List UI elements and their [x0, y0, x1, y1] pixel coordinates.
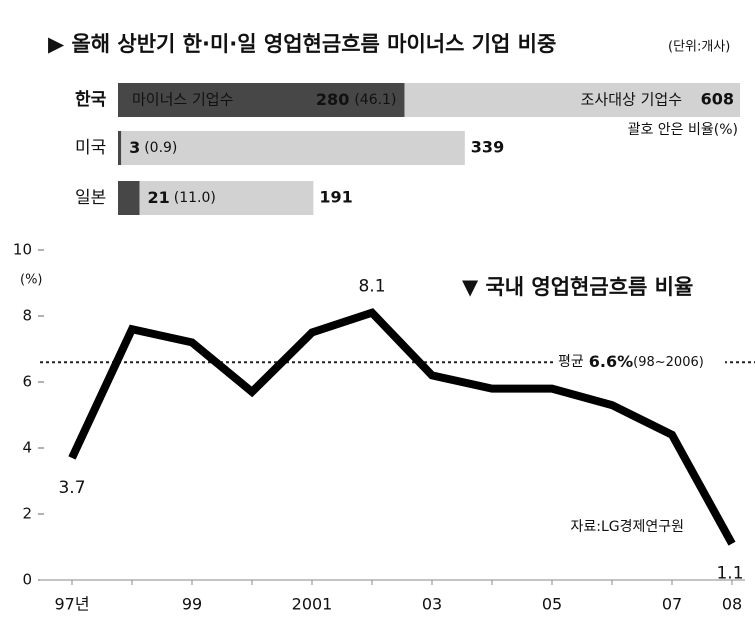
x-tick-label: 08 — [722, 595, 742, 614]
bar-minus — [118, 181, 140, 215]
bar-minus — [118, 83, 405, 117]
share: (46.1) — [354, 92, 396, 108]
value-label: 280 (46.1) — [316, 90, 397, 109]
average-value: 6.6% — [589, 352, 633, 371]
source: 자료:LG경제연구원 — [570, 519, 684, 535]
line — [68, 308, 736, 546]
legend-total: 조사대상 기업수 — [581, 91, 682, 109]
y-tick-label: 2 — [22, 505, 32, 523]
line-chart-title: ▼ 국내 영업현금흐름 비율 — [462, 275, 693, 299]
y-tick-label: 0 — [22, 571, 32, 589]
total-label: 608 — [701, 90, 734, 109]
value-label: 3 (0.9) — [129, 138, 177, 157]
x-tick-label: 2001 — [292, 595, 333, 614]
legend-minus: 마이너스 기업수 — [132, 91, 233, 109]
category-label: 미국 — [75, 138, 106, 158]
y-tick-label: 10 — [13, 241, 32, 259]
note: 괄호 안은 비율(%) — [628, 122, 738, 138]
data-label: 8.1 — [358, 277, 385, 297]
bar-chart-title: ▶ 올해 상반기 한·미·일 영업현금흐름 마이너스 기업 비중 — [48, 32, 556, 56]
y-tick-label: 8 — [22, 307, 32, 325]
value-label: 21 (11.0) — [147, 188, 215, 207]
total-label: 191 — [319, 188, 352, 207]
unit-label: (단위:개사) — [668, 40, 730, 55]
average-prefix: 평균 — [558, 354, 584, 370]
x-tick-label: 03 — [422, 595, 442, 614]
x-tick-label: 05 — [542, 595, 562, 614]
share: (11.0) — [174, 190, 216, 206]
bar-minus — [118, 131, 122, 165]
share: (0.9) — [144, 140, 177, 156]
value: 3 — [129, 138, 140, 157]
y-unit: (%) — [20, 273, 43, 288]
value: 21 — [147, 188, 169, 207]
x-tick-label: 99 — [182, 595, 202, 614]
data-label: 1.1 — [716, 564, 743, 584]
category-label: 한국 — [75, 90, 107, 110]
average-period: (98~2006) — [633, 355, 704, 370]
y-tick-label: 6 — [22, 373, 32, 391]
bar-total — [118, 131, 465, 165]
average-label: 평균 6.6%(98~2006) — [558, 352, 704, 371]
total-label: 339 — [471, 138, 504, 157]
y-tick-label: 4 — [22, 439, 32, 457]
x-tick-label: 07 — [662, 595, 682, 614]
bar-total — [118, 181, 314, 215]
average-label-bg — [553, 351, 725, 374]
x-tick-label: 97년 — [54, 595, 89, 614]
data-label: 3.7 — [58, 478, 85, 498]
category-label: 일본 — [75, 188, 106, 208]
value: 280 — [316, 90, 349, 109]
